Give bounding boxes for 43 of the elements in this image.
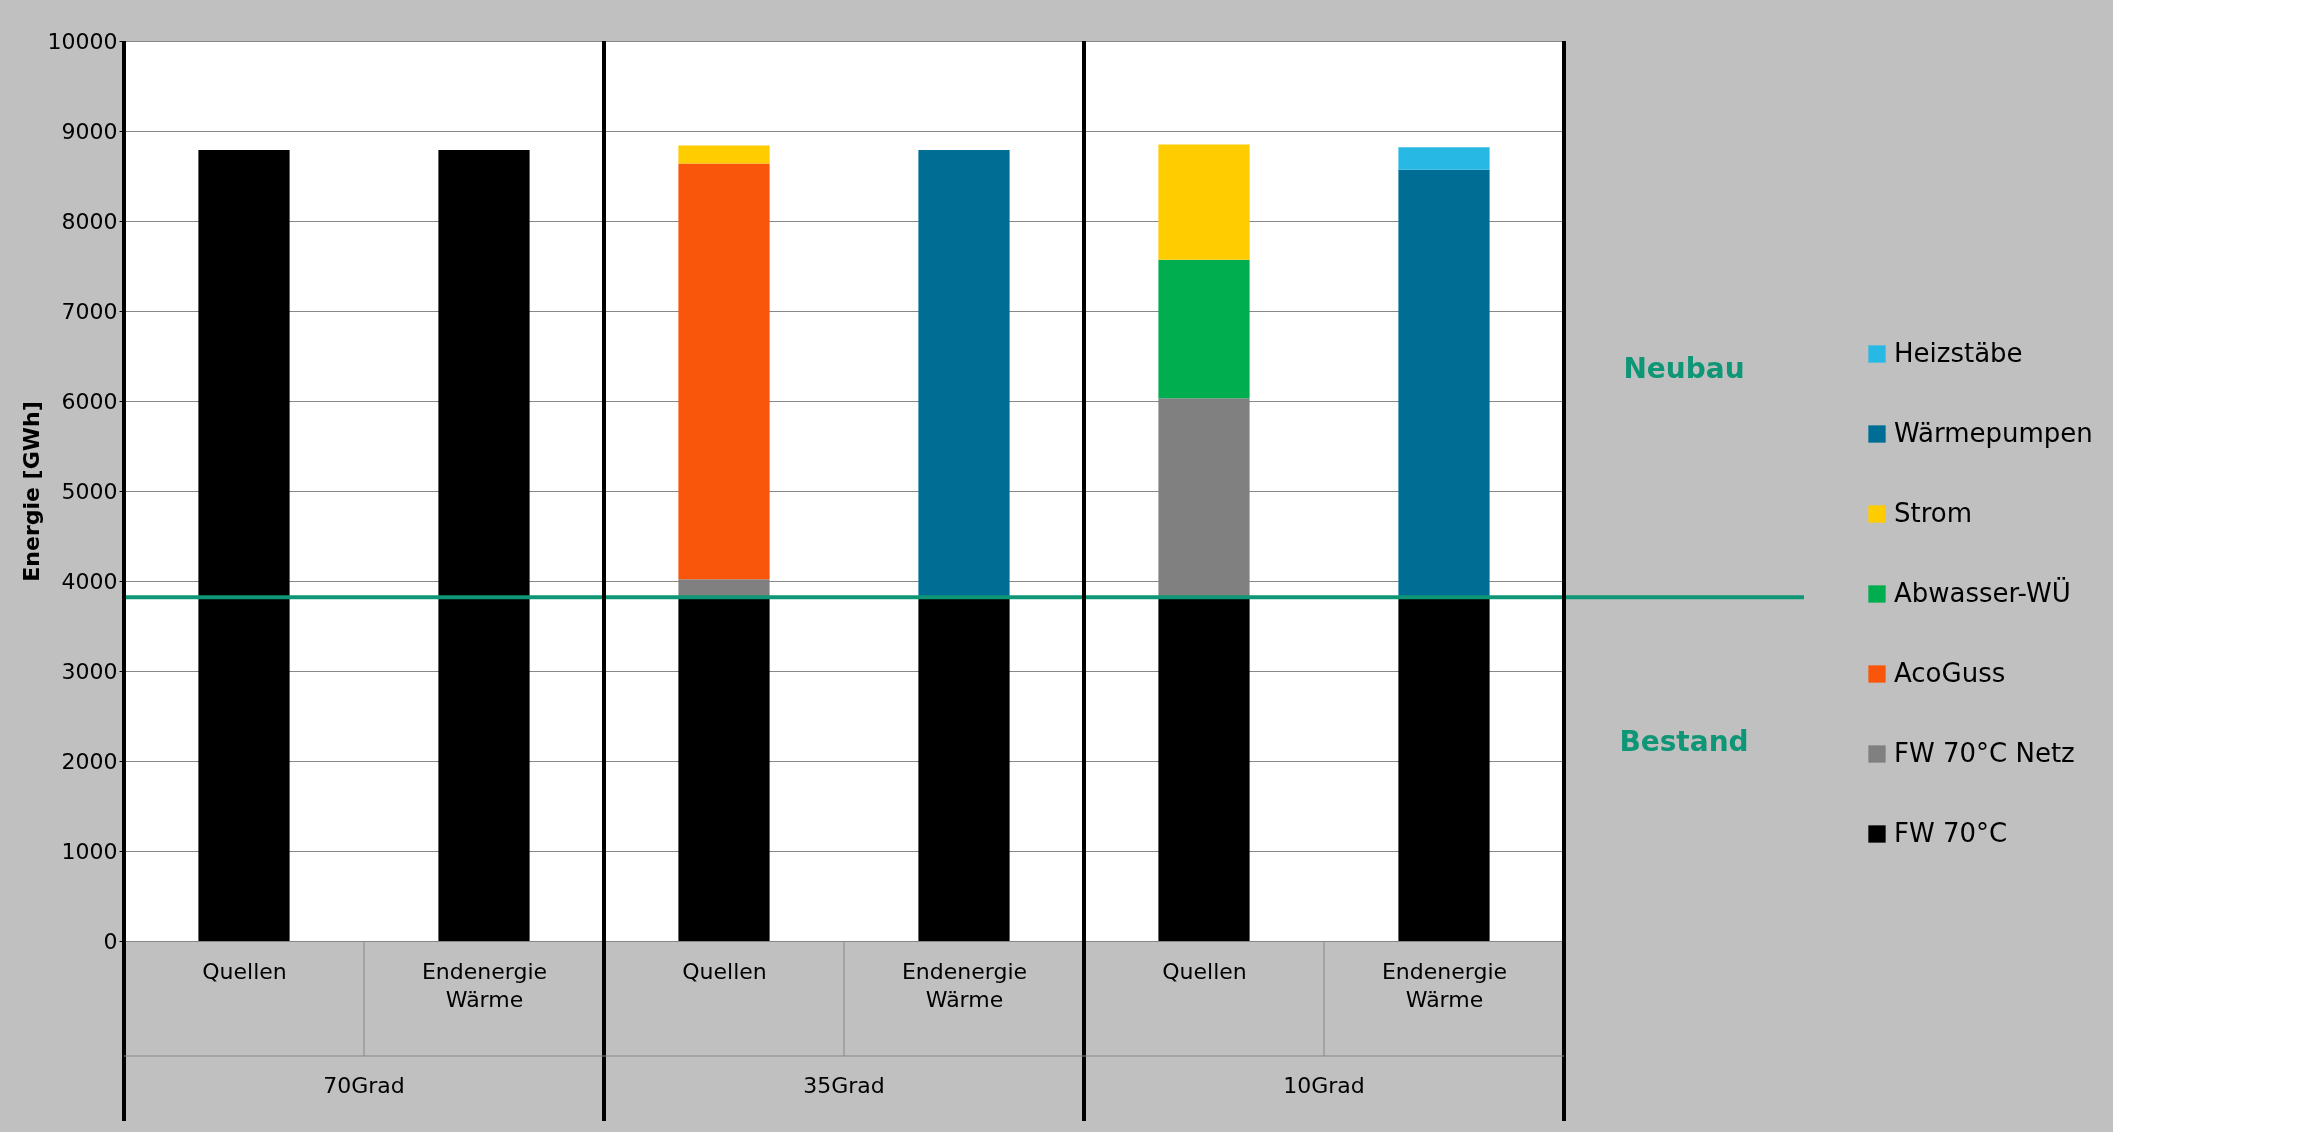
legend-label: Wärmepumpen	[1894, 418, 2093, 448]
y-tick-label: 6000	[61, 388, 118, 414]
bar	[1398, 597, 1490, 941]
bar	[918, 149, 1010, 598]
legend-label: Heizstäbe	[1894, 338, 2023, 368]
bar	[678, 597, 770, 941]
y-tick-label: 5000	[61, 478, 118, 504]
bar	[198, 149, 290, 941]
legend-label: FW 70°C Netz	[1894, 738, 2075, 768]
text: 10Grad	[1283, 1073, 1365, 1098]
x-tick-label: Quellen	[682, 958, 767, 984]
bar	[1158, 259, 1250, 399]
y-tick-label: 1000	[61, 838, 118, 864]
bar	[1158, 597, 1250, 941]
y-tick-label: 0	[103, 928, 118, 954]
bar	[678, 163, 770, 580]
legend-label: FW 70°C	[1894, 818, 2008, 848]
bar	[1398, 147, 1490, 170]
legend-label: AcoGuss	[1894, 658, 2006, 688]
y-tick-label: 2000	[61, 748, 118, 774]
x-tick-label: Endenergie Wärme	[901, 958, 1028, 1012]
bar	[1158, 144, 1250, 260]
y-tick-label: 4000	[61, 568, 118, 594]
y-tick-label: 7000	[61, 298, 118, 324]
text: 35Grad	[803, 1073, 885, 1098]
y-tick-label: 9000	[61, 118, 118, 144]
bar	[438, 149, 530, 941]
bar	[1398, 169, 1490, 598]
legend-label: Abwasser-WÜ	[1894, 577, 2071, 608]
x-tick-label: Quellen	[202, 958, 287, 984]
y-tick-label: 8000	[61, 208, 118, 234]
text: Neubau	[1623, 351, 1745, 385]
text: 70Grad	[323, 1073, 405, 1098]
y-tick-label: 10000	[47, 28, 118, 54]
x-tick-label: Endenergie Wärme	[1381, 958, 1508, 1012]
x-tick-label: Endenergie Wärme	[421, 958, 548, 1012]
bar	[918, 597, 1010, 941]
text: Bestand	[1619, 725, 1749, 758]
y-axis-title: Energie [GWh]	[18, 401, 44, 582]
legend-label: Strom	[1894, 498, 1973, 528]
bar	[678, 145, 770, 164]
x-tick-label: Quellen	[1162, 958, 1247, 984]
y-tick-label: 3000	[61, 658, 118, 684]
